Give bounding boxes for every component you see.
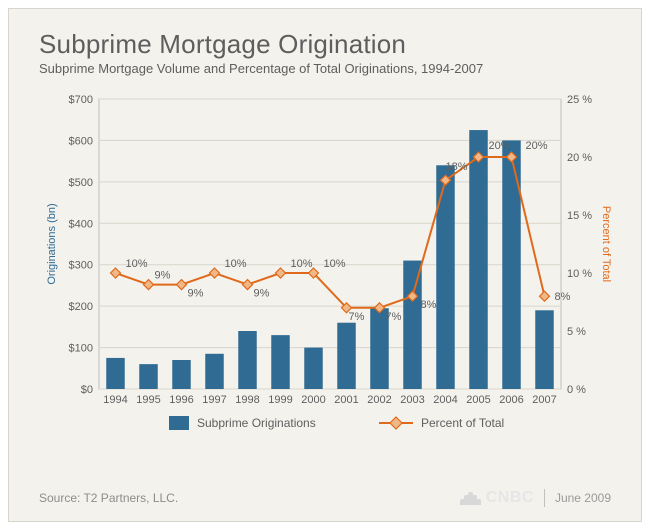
- svg-text:$0: $0: [81, 384, 93, 396]
- svg-text:8%: 8%: [421, 299, 437, 311]
- svg-text:2007: 2007: [532, 394, 556, 406]
- chart-card: Subprime Mortgage Origination Subprime M…: [8, 8, 642, 522]
- footer-date: June 2009: [555, 491, 611, 505]
- svg-text:2003: 2003: [400, 394, 424, 406]
- chart-svg: $0 $100 $200 $300 $400 $500 $600 $700 0 % 5 % 10 %…: [39, 89, 613, 459]
- svg-text:2001: 2001: [334, 394, 358, 406]
- svg-text:10%: 10%: [324, 258, 346, 270]
- svg-text:2005: 2005: [466, 394, 490, 406]
- svg-text:1999: 1999: [268, 394, 292, 406]
- svg-text:Originations (bn): Originations (bn): [46, 203, 58, 284]
- svg-text:9%: 9%: [254, 288, 270, 300]
- svg-text:Percent of Total: Percent of Total: [421, 416, 504, 430]
- svg-text:2002: 2002: [367, 394, 391, 406]
- svg-text:$200: $200: [69, 301, 93, 313]
- svg-text:0 %: 0 %: [567, 384, 586, 396]
- svg-text:2004: 2004: [433, 394, 457, 406]
- svg-text:20%: 20%: [489, 140, 511, 152]
- svg-text:1996: 1996: [169, 394, 193, 406]
- footer-divider: [544, 489, 545, 507]
- svg-text:20%: 20%: [526, 140, 548, 152]
- footer: Source: T2 Partners, LLC. CNBC June 2009: [39, 489, 611, 507]
- svg-text:$500: $500: [69, 177, 93, 189]
- svg-text:15 %: 15 %: [567, 210, 592, 222]
- svg-text:18%: 18%: [446, 161, 468, 173]
- svg-text:10%: 10%: [225, 258, 247, 270]
- svg-text:5 %: 5 %: [567, 326, 586, 338]
- svg-text:2000: 2000: [301, 394, 325, 406]
- page-subtitle: Subprime Mortgage Volume and Percentage …: [39, 61, 483, 76]
- cnbc-logo: CNBC: [460, 489, 534, 507]
- svg-text:10%: 10%: [126, 258, 148, 270]
- svg-text:Percent of Total: Percent of Total: [600, 206, 612, 282]
- svg-text:25 %: 25 %: [567, 94, 592, 106]
- peacock-icon: [460, 491, 482, 505]
- svg-text:10 %: 10 %: [567, 268, 592, 280]
- source-label: Source: T2 Partners, LLC.: [39, 491, 178, 505]
- svg-text:$300: $300: [69, 260, 93, 272]
- svg-text:2006: 2006: [499, 394, 523, 406]
- brand-text: CNBC: [486, 489, 534, 507]
- svg-text:$700: $700: [69, 94, 93, 106]
- svg-text:$400: $400: [69, 218, 93, 230]
- svg-text:8%: 8%: [555, 291, 571, 303]
- page-title: Subprime Mortgage Origination: [39, 29, 406, 60]
- svg-text:Subprime Originations: Subprime Originations: [197, 416, 316, 430]
- chart-container: $0 $100 $200 $300 $400 $500 $600 $700 0 % 5 % 10 %…: [39, 89, 613, 459]
- svg-text:7%: 7%: [349, 311, 365, 323]
- svg-text:7%: 7%: [386, 311, 402, 323]
- svg-text:9%: 9%: [155, 270, 171, 282]
- svg-text:1997: 1997: [202, 394, 226, 406]
- svg-text:20 %: 20 %: [567, 152, 592, 164]
- svg-text:9%: 9%: [188, 288, 204, 300]
- svg-text:10%: 10%: [291, 258, 313, 270]
- svg-text:$600: $600: [69, 135, 93, 147]
- svg-text:1998: 1998: [235, 394, 259, 406]
- svg-text:$100: $100: [69, 343, 93, 355]
- svg-text:1995: 1995: [136, 394, 160, 406]
- svg-text:1994: 1994: [103, 394, 127, 406]
